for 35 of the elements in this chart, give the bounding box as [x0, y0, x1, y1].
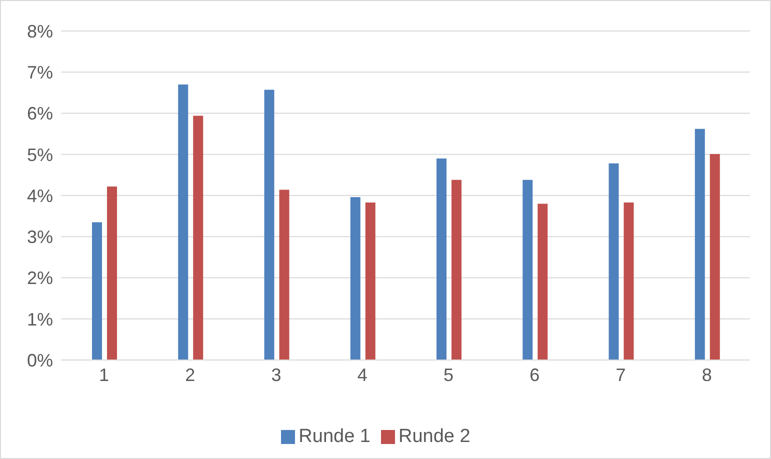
x-tick-label: 8 — [702, 364, 712, 385]
y-tick-label: 4% — [26, 186, 53, 206]
bar — [710, 154, 720, 360]
y-tick-label: 0% — [26, 350, 53, 370]
legend-label: Runde 2 — [398, 426, 470, 447]
bar — [436, 158, 447, 360]
y-tick-label: 2% — [26, 268, 53, 288]
y-tick-label: 8% — [26, 21, 53, 42]
x-tick-label: 3 — [271, 364, 282, 385]
bar — [193, 116, 204, 360]
bar — [178, 84, 188, 360]
x-tick-label: 6 — [530, 364, 540, 385]
bar — [350, 197, 360, 360]
y-tick-label: 3% — [26, 227, 53, 248]
y-tick-label: 7% — [26, 62, 53, 83]
bar — [365, 202, 376, 360]
x-tick-label: 5 — [444, 364, 454, 385]
y-tick-label: 1% — [26, 309, 53, 330]
y-tick-label: 5% — [26, 144, 53, 165]
bar — [452, 180, 462, 360]
legend-label: Runde 1 — [298, 426, 370, 447]
x-tick-label: 1 — [99, 364, 110, 385]
x-tick-label: 4 — [357, 364, 368, 385]
x-tick-label: 2 — [185, 364, 196, 385]
bar — [522, 180, 533, 360]
bar — [538, 204, 548, 360]
bar — [107, 186, 118, 360]
bar — [279, 190, 290, 360]
bar — [608, 163, 619, 360]
bar — [92, 222, 102, 360]
bar — [264, 90, 274, 360]
y-tick-label: 6% — [26, 104, 53, 124]
bar — [694, 128, 705, 360]
bar — [624, 202, 634, 360]
x-tick-label: 7 — [616, 364, 626, 385]
